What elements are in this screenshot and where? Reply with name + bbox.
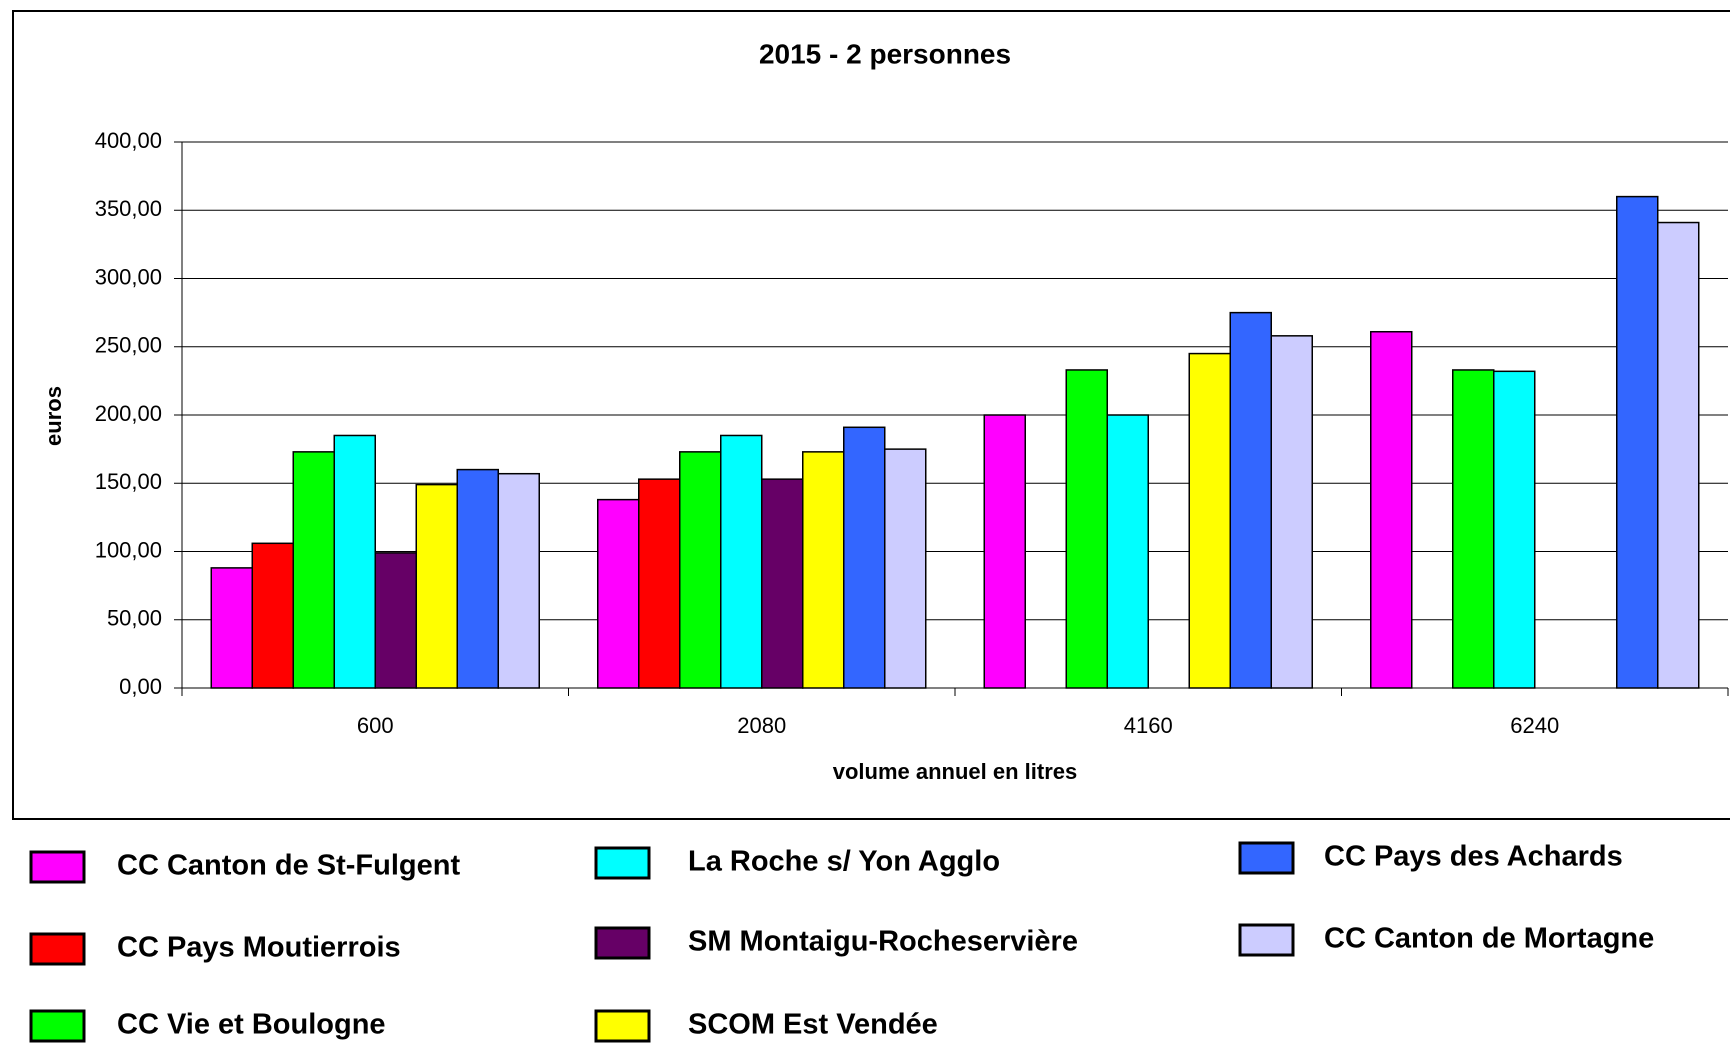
x-axis-title: volume annuel en litres (833, 759, 1078, 784)
bar (1370, 330, 1413, 689)
chart-title: 2015 - 2 personnes (759, 38, 1011, 69)
y-tick-label: 250,00 (95, 333, 162, 358)
y-tick-label: 200,00 (95, 401, 162, 426)
x-tick-label: 2080 (737, 713, 786, 738)
bar (1270, 335, 1313, 689)
bar (1229, 311, 1272, 689)
bar (1106, 414, 1149, 689)
legend-label: CC Canton de St-Fulgent (117, 850, 460, 882)
bar (497, 472, 540, 689)
y-tick-label: 400,00 (95, 128, 162, 153)
y-tick-label: 50,00 (107, 606, 162, 631)
legend-label: CC Pays des Achards (1324, 841, 1623, 873)
legend-swatch (29, 932, 86, 966)
bar (761, 478, 804, 689)
bar (638, 478, 681, 689)
bar (720, 434, 763, 689)
legend-swatch (29, 850, 86, 884)
bar (456, 468, 499, 689)
bar (1188, 352, 1231, 689)
legend-label: CC Vie et Boulogne (117, 1009, 386, 1041)
bar (802, 451, 845, 689)
y-tick-label: 0,00 (119, 674, 162, 699)
bar (1616, 195, 1659, 689)
legend-swatch (1238, 841, 1295, 875)
legend-swatch (594, 1009, 651, 1043)
bar (843, 426, 886, 689)
y-tick-label: 150,00 (95, 469, 162, 494)
bar (983, 414, 1026, 689)
y-tick-label: 300,00 (95, 264, 162, 289)
legend-label: SM Montaigu-Rocheservière (688, 926, 1078, 958)
bar (374, 552, 417, 689)
y-axis-title: euros (41, 386, 66, 446)
bar (251, 542, 294, 689)
bar (292, 451, 335, 689)
legend-label: CC Pays Moutierrois (117, 932, 401, 964)
y-tick-label: 100,00 (95, 537, 162, 562)
x-tick-label: 600 (357, 713, 394, 738)
x-tick-label: 6240 (1510, 713, 1559, 738)
bar (597, 498, 640, 689)
bar (884, 448, 927, 689)
bar (1452, 369, 1495, 689)
legend-label: SCOM Est Vendée (688, 1009, 938, 1041)
bar (679, 451, 722, 689)
bar (210, 567, 253, 689)
legend-swatch (594, 926, 651, 960)
x-tick-label: 4160 (1124, 713, 1173, 738)
bar (1493, 370, 1536, 689)
y-tick-label: 350,00 (95, 196, 162, 221)
legend-swatch (29, 1009, 86, 1043)
legend-swatch (594, 846, 651, 880)
bar (1657, 221, 1700, 689)
legend-swatch (1238, 923, 1295, 957)
bar (333, 434, 376, 689)
bar (415, 483, 458, 689)
legend-label: La Roche s/ Yon Agglo (688, 846, 1000, 878)
bar (1065, 369, 1108, 689)
legend-label: CC Canton de Mortagne (1324, 923, 1654, 955)
